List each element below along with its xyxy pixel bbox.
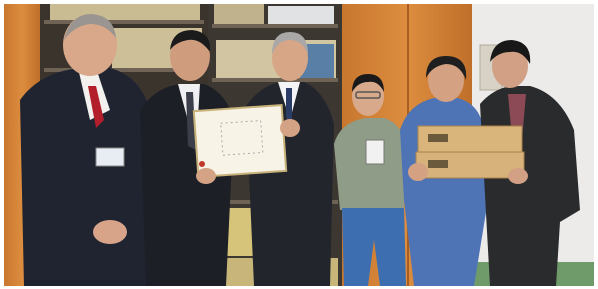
bookshelf-part: [212, 24, 338, 28]
person-part: [286, 88, 292, 122]
boxes-part: [428, 160, 448, 168]
bookshelf-part: [50, 4, 200, 20]
certificate-part: [196, 168, 216, 184]
certificate-part: [199, 161, 205, 167]
bookshelf-part: [268, 6, 334, 24]
boxes: [408, 126, 528, 184]
boxes-part: [428, 134, 448, 142]
photo: [0, 0, 598, 289]
bookshelf-part: [214, 4, 264, 24]
certificate-part: [280, 119, 300, 137]
certificate-part: [194, 105, 286, 177]
page: {}: [0, 0, 598, 289]
person-part: [366, 140, 384, 164]
person-part: [93, 220, 127, 244]
boxes-part: [408, 163, 428, 181]
bookshelf-part: [44, 20, 204, 24]
boxes-part: [508, 168, 528, 184]
person-part: [96, 148, 124, 166]
bookshelf-part: [212, 78, 338, 82]
